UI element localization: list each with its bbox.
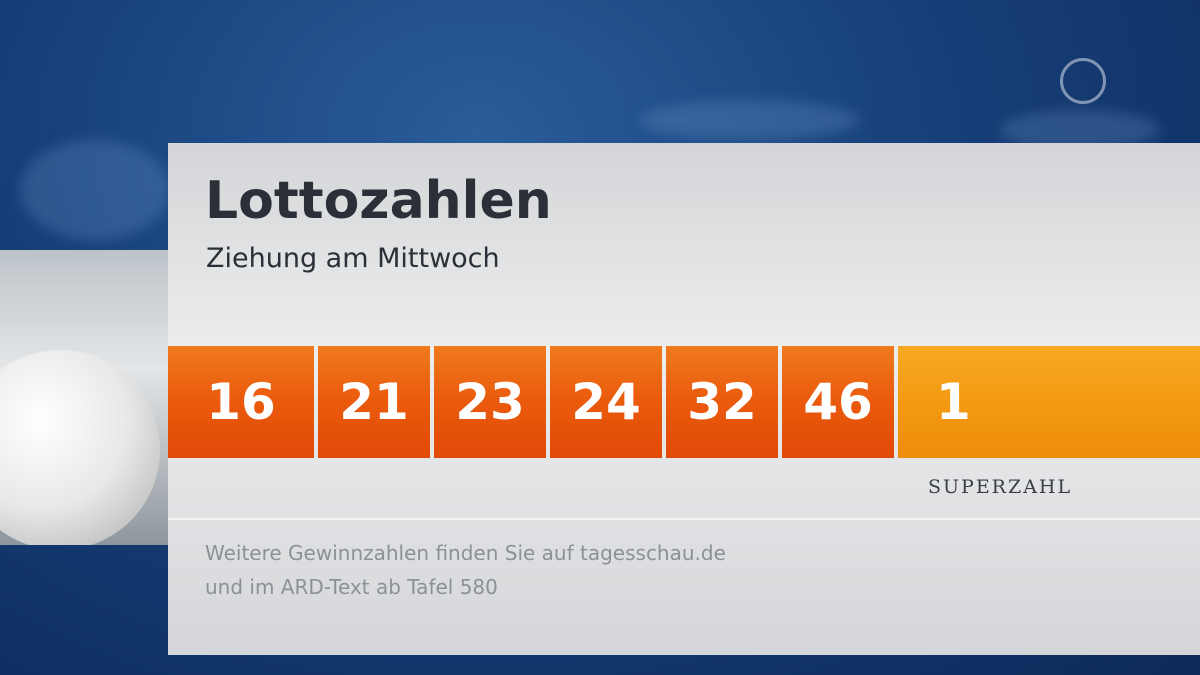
map-shape — [640, 100, 860, 140]
lotto-number: 24 — [550, 346, 662, 458]
lotto-number: 21 — [318, 346, 430, 458]
ball — [0, 350, 160, 545]
lotto-number: 32 — [666, 346, 778, 458]
divider — [168, 518, 1200, 520]
footer-line: und im ARD-Text ab Tafel 580 — [205, 575, 498, 599]
superzahl: 1 — [898, 346, 1200, 458]
subtitle: Ziehung am Mittwoch — [206, 243, 500, 274]
lotto-number: 46 — [782, 346, 894, 458]
lottery-ball-image — [0, 250, 168, 545]
lotto-number: 23 — [434, 346, 546, 458]
title: Lottozahlen — [205, 171, 552, 231]
footer-line: Weitere Gewinnzahlen finden Sie auf tage… — [205, 541, 726, 565]
panel: Lottozahlen Ziehung am Mittwoch 16 21 23 24… — [168, 143, 1200, 655]
channel-logo — [1060, 58, 1106, 104]
superzahl-label: SUPERZAHL — [928, 476, 1073, 498]
numbers-bar: 16 21 23 24 32 46 1 — [168, 346, 1200, 458]
map-shape — [20, 140, 170, 240]
lotto-number: 16 — [168, 346, 314, 458]
